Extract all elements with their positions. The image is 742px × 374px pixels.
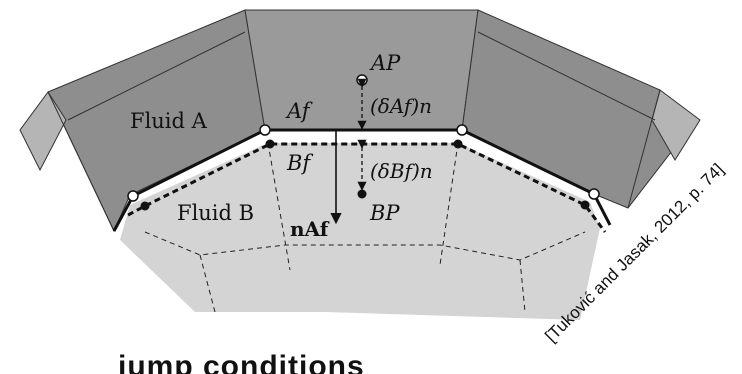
fluid-b-dash-v2 <box>439 142 459 266</box>
label-normal: nAf <box>290 217 330 241</box>
fluid-a-top-divider-left <box>67 31 246 121</box>
fluid-a-inner-line-right <box>627 89 661 209</box>
label-af: Af <box>285 99 313 123</box>
fluid-a-top-divider-right <box>477 31 656 121</box>
fluid-a-inner-line-left <box>47 91 115 232</box>
fluid-a-cell-center <box>244 9 479 131</box>
cell-centre-bp <box>357 189 367 199</box>
fluid-b-cell-main <box>120 143 600 320</box>
fluid-b-region <box>120 142 600 320</box>
fluid-b-dash-v3 <box>199 254 216 313</box>
label-delta-bf: (δBf)n <box>370 159 433 183</box>
label-bp: BP <box>369 201 400 225</box>
face-node-a-1 <box>127 190 139 202</box>
face-node-a-2 <box>259 124 271 136</box>
face-node-b-4 <box>580 200 590 210</box>
cell-centre-ap <box>356 74 368 86</box>
label-delta-af: (δAf)n <box>370 94 432 118</box>
face-node-b-3 <box>453 139 463 149</box>
label-bf: Bf <box>286 151 313 175</box>
face-node-b-1 <box>140 201 150 211</box>
interface-face-a <box>112 128 612 232</box>
label-fluid-b: Fluid B <box>177 201 254 225</box>
face-node-a-4 <box>588 188 600 200</box>
label-ap: AP <box>369 51 401 75</box>
fluid-a-edge-left <box>19 91 67 172</box>
face-node-a-3 <box>456 124 468 136</box>
face-node-b-2 <box>265 139 275 149</box>
fluid-b-dashed-cells <box>144 231 586 261</box>
fluid-a-region <box>19 9 701 233</box>
section-heading-partial: jump conditions <box>118 350 365 374</box>
fluid-b-dash-v1 <box>267 142 291 271</box>
label-fluid-a: Fluid A <box>130 109 208 133</box>
